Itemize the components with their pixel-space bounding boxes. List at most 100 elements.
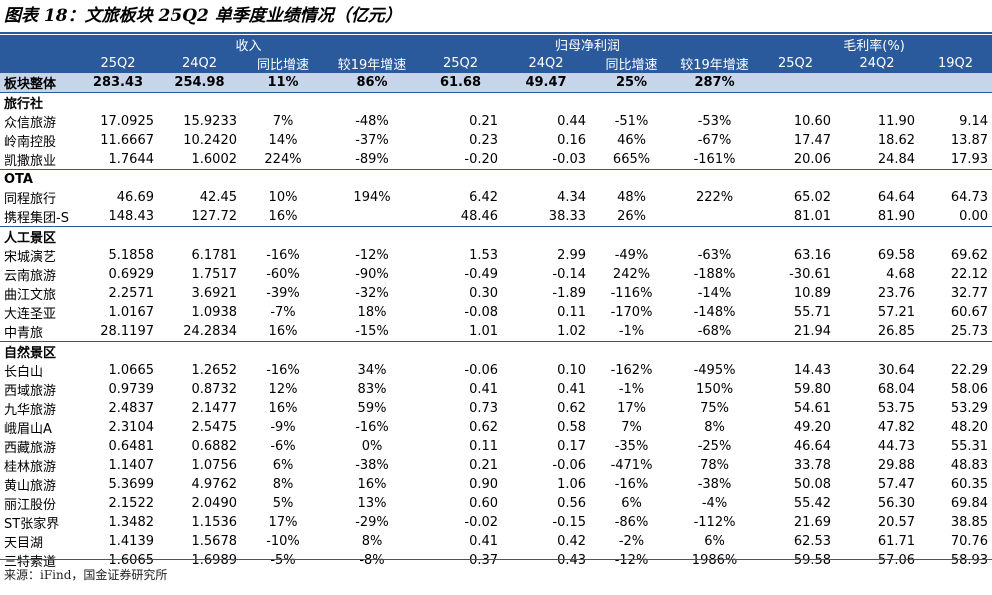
value-cell: 0.41 bbox=[469, 534, 499, 550]
value-cell: -68% bbox=[697, 324, 732, 340]
table-row: 岭南控股 11.6667 10.2420 14% -37% 0.23 0.16 46% -67%… bbox=[0, 131, 992, 150]
value-cell: 283.43 bbox=[78, 73, 158, 93]
total-row: 板块整体 283.43 254.98 11% 86% 61.68 49.47 25% 287% bbox=[0, 73, 992, 93]
value-cell: -148% bbox=[693, 305, 736, 321]
value-cell: -0.20 bbox=[464, 152, 499, 167]
value-cell: -86% bbox=[614, 515, 649, 531]
subheader-cell: 同比增速 bbox=[590, 54, 674, 73]
value-cell: 1.5678 bbox=[191, 534, 238, 550]
value-cell: 2.5475 bbox=[191, 420, 238, 436]
value-cell: 0.44 bbox=[557, 114, 587, 129]
value-cell: 16% bbox=[357, 477, 387, 493]
value-cell: 53.29 bbox=[950, 401, 989, 417]
value-cell: -16% bbox=[266, 363, 300, 379]
subheader-cell: 24Q2 bbox=[502, 54, 591, 73]
company-name: 九华旅游 bbox=[4, 403, 57, 419]
value-cell: 17.47 bbox=[793, 133, 832, 148]
value-cell: -0.14 bbox=[552, 267, 587, 283]
value-cell: 69.84 bbox=[950, 496, 989, 512]
company-name: 峨眉山A bbox=[4, 422, 52, 438]
value-cell: 32.77 bbox=[950, 286, 989, 302]
value-cell: 60.35 bbox=[950, 477, 989, 493]
value-cell: 64.73 bbox=[950, 190, 989, 206]
value-cell: 0.90 bbox=[469, 477, 499, 493]
value-cell: -188% bbox=[693, 267, 736, 283]
value-cell: 28.1197 bbox=[100, 324, 154, 340]
value-cell: -53% bbox=[697, 114, 732, 129]
value-cell: -39% bbox=[266, 286, 300, 302]
value-cell: 150% bbox=[695, 382, 734, 398]
value-cell: 42.45 bbox=[199, 190, 237, 206]
table-row: 曲江文旅 2.2571 3.6921 -39% -32% 0.30 -1.89 -116% -1… bbox=[0, 284, 992, 303]
value-cell: -49% bbox=[614, 248, 649, 264]
value-cell: -0.15 bbox=[552, 515, 587, 531]
value-cell: -51% bbox=[614, 114, 649, 129]
value-cell: 25.73 bbox=[950, 324, 989, 340]
table-row: 桂林旅游 1.1407 1.0756 6% -38% 0.21 -0.06 -471% 78% 3… bbox=[0, 456, 992, 475]
value-cell: 62.53 bbox=[793, 534, 832, 550]
value-cell: -60% bbox=[266, 267, 300, 283]
company-name: ST张家界 bbox=[4, 517, 60, 533]
table-row: 三特索道 1.6065 1.6989 -5% -8% 0.37 0.43 -12% 1986% 5… bbox=[0, 551, 992, 570]
value-cell: -0.06 bbox=[464, 363, 499, 379]
company-name: 众信旅游 bbox=[4, 116, 57, 131]
value-cell: 7% bbox=[272, 114, 294, 129]
value-cell: 20.57 bbox=[877, 515, 916, 531]
value-cell: -14% bbox=[697, 286, 732, 302]
value-cell: 48.46 bbox=[460, 209, 499, 225]
value-cell: 69.58 bbox=[877, 248, 916, 264]
value-cell: 23.76 bbox=[877, 286, 916, 302]
subheader-cell: 24Q2 bbox=[158, 54, 241, 73]
value-cell: 46.64 bbox=[793, 439, 832, 455]
value-cell: -35% bbox=[614, 439, 649, 455]
value-cell: 0% bbox=[361, 439, 383, 455]
value-cell: 0.6481 bbox=[108, 439, 155, 455]
value-cell: 1.0167 bbox=[108, 305, 155, 321]
value-cell: 18% bbox=[357, 305, 387, 321]
subheader-cell: 19Q2 bbox=[919, 54, 992, 73]
table-row: 宋城演艺 5.1858 6.1781 -16% -12% 1.53 2.99 -49% -63%… bbox=[0, 246, 992, 265]
value-cell: 0.30 bbox=[469, 286, 499, 302]
value-cell: 81.90 bbox=[877, 209, 916, 225]
value-cell: 148.43 bbox=[108, 209, 155, 225]
chart-title: 图表 18：文旅板块 25Q2 单季度业绩情况（亿元） bbox=[4, 6, 402, 26]
value-cell: 6% bbox=[272, 458, 294, 474]
value-cell: 1.4139 bbox=[108, 534, 155, 550]
value-cell: 59.80 bbox=[793, 382, 832, 398]
value-cell: 0.41 bbox=[469, 382, 499, 398]
value-cell: -1.89 bbox=[552, 286, 587, 302]
value-cell: 2.3104 bbox=[108, 420, 155, 436]
value-cell: 26.85 bbox=[877, 324, 916, 340]
value-cell: 2.99 bbox=[557, 248, 587, 264]
value-cell: 63.16 bbox=[793, 248, 832, 264]
company-name: 凯撒旅业 bbox=[4, 154, 57, 169]
value-cell: -16% bbox=[614, 477, 649, 493]
value-cell: 1986% bbox=[691, 553, 738, 569]
source-note: 来源：iFind，国金证券研究所 bbox=[4, 568, 168, 582]
value-cell: 46.69 bbox=[116, 190, 154, 206]
value-cell: 6% bbox=[704, 534, 725, 550]
value-cell: 49.20 bbox=[793, 420, 832, 436]
value-cell: 0.23 bbox=[469, 133, 499, 148]
value-cell: 224% bbox=[264, 152, 302, 167]
value-cell: -30.61 bbox=[789, 267, 832, 283]
value-cell: 78% bbox=[700, 458, 729, 474]
value-cell: 0.8732 bbox=[191, 382, 238, 398]
value-cell: -32% bbox=[355, 286, 389, 302]
value-cell: 1.7517 bbox=[191, 267, 238, 283]
subheader-cell: 较19年增速 bbox=[673, 54, 757, 73]
value-cell: 0.00 bbox=[959, 209, 989, 225]
subheader-cell: 25Q2 bbox=[756, 54, 836, 73]
table-row: ST张家界 1.3482 1.1536 17% -29% -0.02 -0.15 -86% -1… bbox=[0, 513, 992, 532]
value-cell: 86% bbox=[325, 73, 420, 93]
category-row: 自然景区 bbox=[0, 341, 992, 362]
value-cell: 0.11 bbox=[557, 305, 587, 321]
value-cell: 6% bbox=[621, 496, 642, 512]
value-cell: 4.68 bbox=[886, 267, 916, 283]
group-header-revenue: 收入 bbox=[78, 35, 420, 54]
value-cell: 1.0665 bbox=[108, 363, 155, 379]
category-label: OTA bbox=[0, 169, 992, 189]
value-cell: 44.73 bbox=[877, 439, 916, 455]
value-cell: 0.41 bbox=[557, 382, 587, 398]
value-cell: -67% bbox=[697, 133, 732, 148]
